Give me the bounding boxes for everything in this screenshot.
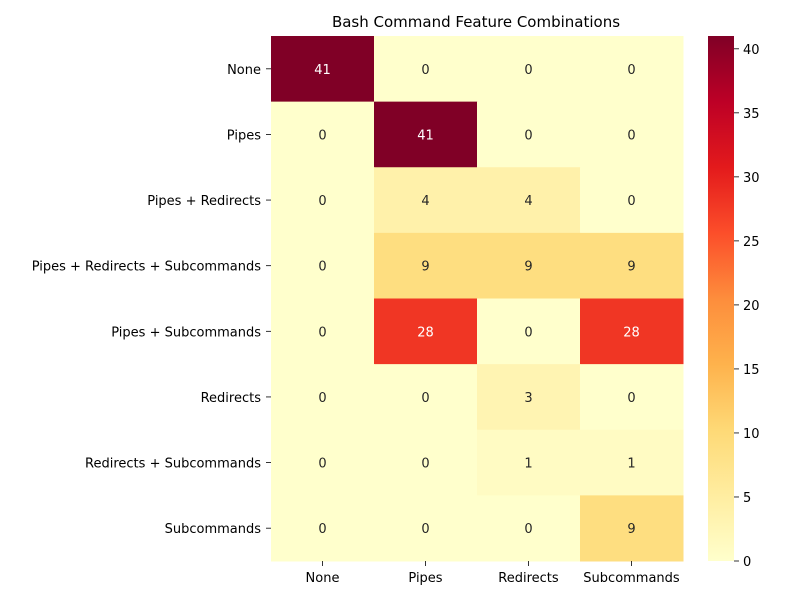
- heatmap-cell: [580, 36, 684, 103]
- y-tick-label: Pipes + Redirects + Subcommands: [32, 260, 262, 275]
- heatmap-annotations: 41 0 0 0 0 41 0 0 0 4 4 0 0 9 9 9 0 28 0 28 0 0 3 0 0 0 1 1 0 0 0 9: [314, 63, 640, 537]
- heatmap-cell: [477, 298, 581, 365]
- x-tick-label: Redirects: [498, 571, 559, 586]
- cell-value-label: 0: [318, 325, 326, 340]
- cell-value-label: 0: [627, 194, 635, 209]
- y-axis-ticks: None Pipes Pipes + Redirects Pipes + Redire…: [32, 63, 271, 537]
- colorbar-tick-label: 25: [743, 235, 760, 250]
- heatmap-cell: [580, 495, 684, 562]
- heatmap-cell: [271, 167, 375, 234]
- y-tick-label: None: [227, 63, 261, 78]
- heatmap-cell: [374, 36, 478, 103]
- heatmap-cell: [477, 232, 581, 299]
- cell-value-label: 41: [417, 128, 434, 143]
- cell-value-label: 0: [524, 325, 532, 340]
- heatmap-cell: [477, 167, 581, 234]
- colorbar: [708, 36, 734, 561]
- chart-title: Bash Command Feature Combinations: [332, 13, 620, 31]
- heatmap-cell: [580, 101, 684, 168]
- heatmap-cell: [580, 298, 684, 365]
- y-tick-label: Pipes + Redirects: [147, 194, 261, 209]
- cell-value-label: 9: [421, 260, 429, 275]
- y-tick-label: Pipes + Subcommands: [111, 325, 261, 340]
- x-axis-ticks: None Pipes Redirects Subcommands: [306, 561, 680, 586]
- heatmap-cell: [580, 429, 684, 496]
- y-tick-label: Redirects + Subcommands: [85, 457, 261, 472]
- cell-value-label: 0: [627, 128, 635, 143]
- heatmap-cell: [374, 298, 478, 365]
- cell-value-label: 0: [524, 128, 532, 143]
- heatmap-cell: [580, 364, 684, 431]
- colorbar-tick-label: 40: [743, 43, 760, 58]
- cell-value-label: 28: [623, 325, 640, 340]
- heatmap-cell: [477, 364, 581, 431]
- heatmap-cell: [374, 167, 478, 234]
- colorbar-tick-label: 30: [743, 171, 760, 186]
- heatmap-cell: [271, 429, 375, 496]
- cell-value-label: 41: [314, 63, 331, 78]
- cell-value-label: 4: [524, 194, 532, 209]
- heatmap-cells: [271, 36, 684, 562]
- heatmap-cell: [271, 364, 375, 431]
- y-tick-label: Pipes: [227, 128, 261, 143]
- cell-value-label: 3: [524, 391, 532, 406]
- cell-value-label: 9: [627, 260, 635, 275]
- x-tick-label: Subcommands: [583, 571, 680, 586]
- colorbar-tick-label: 15: [743, 363, 760, 378]
- heatmap-cell: [374, 364, 478, 431]
- heatmap-cell: [271, 101, 375, 168]
- colorbar-tick-label: 35: [743, 107, 760, 122]
- heatmap-cell: [477, 36, 581, 103]
- heatmap-cell: [271, 36, 375, 103]
- heatmap-cell: [477, 101, 581, 168]
- cell-value-label: 0: [318, 522, 326, 537]
- cell-value-label: 0: [318, 391, 326, 406]
- heatmap-cell: [374, 232, 478, 299]
- cell-value-label: 0: [318, 194, 326, 209]
- y-tick-label: Subcommands: [165, 522, 262, 537]
- cell-value-label: 0: [318, 457, 326, 472]
- colorbar-tick-label: 20: [743, 299, 760, 314]
- heatmap-cell: [477, 495, 581, 562]
- cell-value-label: 0: [318, 128, 326, 143]
- cell-value-label: 0: [318, 260, 326, 275]
- heatmap-cell: [374, 429, 478, 496]
- cell-value-label: 28: [417, 325, 434, 340]
- x-tick-label: Pipes: [408, 571, 442, 586]
- heatmap-cell: [580, 167, 684, 234]
- cell-value-label: 0: [421, 391, 429, 406]
- heatmap-cell: [580, 232, 684, 299]
- cell-value-label: 0: [524, 522, 532, 537]
- heatmap-cell: [477, 429, 581, 496]
- cell-value-label: 0: [421, 457, 429, 472]
- heatmap-cell: [271, 298, 375, 365]
- cell-value-label: 9: [627, 522, 635, 537]
- cell-value-label: 0: [627, 391, 635, 406]
- heatmap-cell: [374, 101, 478, 168]
- heatmap-cell: [271, 495, 375, 562]
- x-tick-label: None: [306, 571, 340, 586]
- colorbar-tick-label: 10: [743, 427, 760, 442]
- colorbar-tick-label: 0: [743, 555, 751, 570]
- cell-value-label: 1: [627, 457, 635, 472]
- cell-value-label: 0: [627, 63, 635, 78]
- cell-value-label: 4: [421, 194, 429, 209]
- cell-value-label: 0: [524, 63, 532, 78]
- colorbar-tick-label: 5: [743, 491, 751, 506]
- y-tick-label: Redirects: [201, 391, 262, 406]
- cell-value-label: 9: [524, 260, 532, 275]
- cell-value-label: 0: [421, 522, 429, 537]
- heatmap-cell: [271, 232, 375, 299]
- cell-value-label: 1: [524, 457, 532, 472]
- colorbar-ticks: 0 5 10 15 20 25 30 35 40: [734, 43, 760, 570]
- heatmap-cell: [374, 495, 478, 562]
- cell-value-label: 0: [421, 63, 429, 78]
